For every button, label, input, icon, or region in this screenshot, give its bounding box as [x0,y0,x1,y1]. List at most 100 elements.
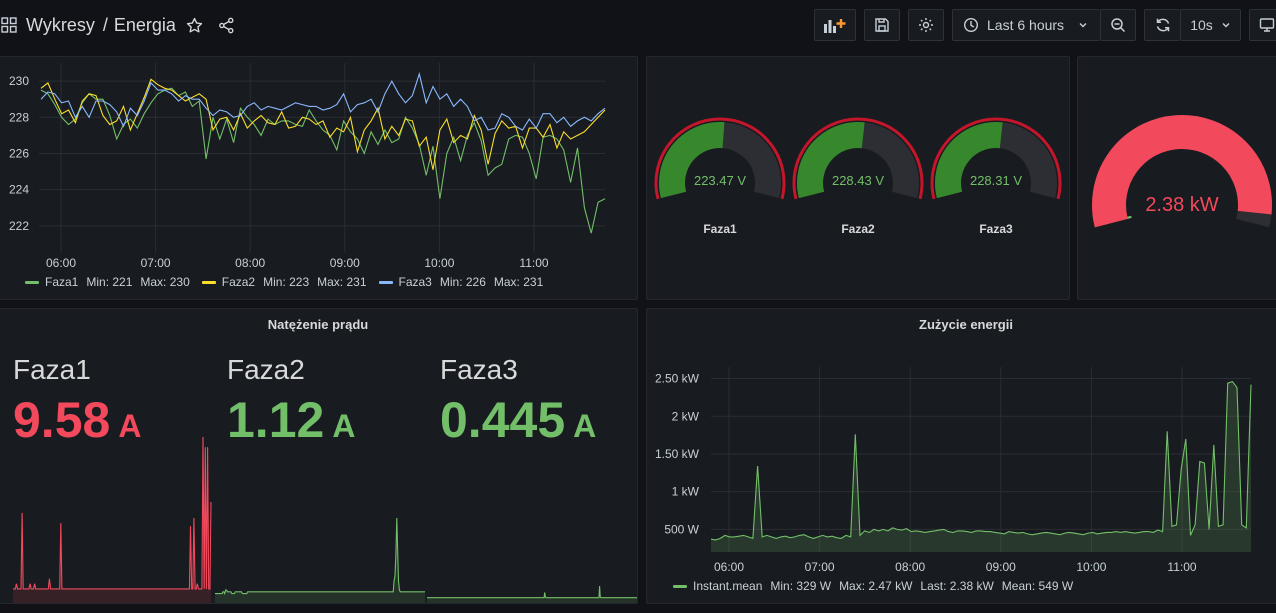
cycle-view-mode-button[interactable] [1249,9,1276,41]
x-tick-label: 07:00 [141,256,171,270]
x-tick-label: 11:00 [519,256,548,270]
legend-series-name[interactable]: Instant.mean [693,579,763,593]
gauge-threshold-arc [792,117,924,200]
stat-value-faza2: 1.12 A [227,391,355,449]
stat-number: 0.445 [440,392,566,448]
x-tick-label: 06:00 [46,256,76,270]
energy-chart: 2.50 kW 2 kW 1.50 kW 1 kW 500 W 06:00 07:00 08:… [655,367,1252,574]
x-tick-label: 09:00 [330,256,360,270]
breadcrumb: Wykresy / Energia [0,12,236,38]
x-tick-label: 08:00 [235,256,265,270]
y-tick-label: 230 [9,74,29,88]
panel-title[interactable]: Natężenie prądu [267,317,369,332]
y-tick-label: 2 kW [672,409,700,423]
sparkline-faza1 [13,436,212,590]
star-icon[interactable] [186,16,204,34]
top-navbar: Wykresy / Energia Last 6 hours [0,0,1276,52]
refresh-button[interactable] [1144,9,1180,41]
sparkline-area-faza1 [13,437,211,603]
legend-series-name[interactable]: Faza2 [221,275,256,289]
y-tick-label: 228 [9,110,29,124]
x-tick-label: 11:00 [1167,560,1196,574]
y-tick-label: 222 [9,219,29,233]
legend-mean: Mean: 549 W [1001,579,1074,593]
gauge-value-faza1: 223.47 V [694,173,746,188]
legend-max: Max: 231 [493,275,544,289]
dashboard-grid-icon[interactable] [0,16,18,34]
y-tick-label: 2.50 kW [655,372,700,386]
legend-swatch [378,280,393,284]
x-tick-label: 10:00 [1076,560,1106,574]
refresh-icon [1155,17,1171,33]
dashboard-title[interactable]: Energia [113,14,176,35]
stat-name-faza2: Faza2 [227,354,305,385]
legend-series-name[interactable]: Faza1 [45,275,79,289]
gauge-value-arc [1092,115,1272,228]
y-tick-label: 500 W [664,522,699,536]
series-line [710,380,1252,541]
series-line-faza1 [40,87,606,234]
gauge-label-faza1: Faza1 [703,222,737,236]
gauge-label-faza3: Faza3 [979,222,1013,236]
zoom-out-button[interactable] [1100,9,1136,41]
breadcrumb-folder[interactable]: Wykresy [26,14,95,35]
x-tick-label: 06:00 [714,560,744,574]
energy-legend: Instant.mean Min: 329 W Max: 2.47 kW Las… [673,579,1073,593]
legend-min: Min: 329 W [770,579,832,593]
power-gauge-value: 2.38 kW [1145,194,1218,216]
legend-max: Max: 230 [140,275,190,289]
series-line-faza3 [40,71,606,131]
dashboard-settings-button[interactable] [908,9,944,41]
x-tick-label: 09:00 [986,560,1016,574]
legend-max: Max: 2.47 kW [839,579,913,593]
time-range-label: Last 6 hours [987,17,1065,33]
time-range-picker[interactable]: Last 6 hours [952,9,1100,41]
legend-min: Min: 226 [439,275,486,289]
gauge-threshold-marker [1127,215,1132,219]
gear-icon [918,17,934,33]
stat-number: 9.58 [13,392,111,448]
stat-unit: A [118,408,142,444]
add-panel-button[interactable] [814,9,856,41]
current-sparklines [13,436,637,603]
stat-unit: A [573,408,597,444]
gauge-value-arc [935,122,1003,199]
gauge-value-faza3: 228.31 V [970,173,1022,188]
sparkline-faza3 [427,585,637,599]
stat-name-faza3: Faza3 [440,354,518,385]
legend-series-name[interactable]: Faza3 [398,275,432,289]
y-tick-label: 1.50 kW [655,447,700,461]
gauge-threshold-arc [930,117,1062,200]
power-gauge-panel: 2.38 kW [1077,56,1276,300]
series-line-faza2 [40,78,606,170]
chevron-down-icon [1221,20,1231,30]
y-tick-label: 1 kW [672,485,700,499]
refresh-interval-picker[interactable]: 10s [1180,9,1241,41]
panel-title[interactable]: Zużycie energii [919,317,1013,332]
voltage-gauges-panel: 223.47 V 228.43 V 228.31 V Faza1 Faza2 Faz… [646,56,1070,300]
current-panel: Natężenie prądu Faza1 9.58 A Faza2 1.12 A … [0,308,638,604]
gauges-svg: 223.47 V 228.43 V 228.31 V [654,117,1062,200]
legend-swatch [201,280,216,284]
x-tick-label: 10:00 [424,256,454,270]
stat-name-faza1: Faza1 [13,354,91,385]
legend-max: Max: 231 [317,275,367,289]
save-dashboard-button[interactable] [864,9,900,41]
sparkline-faza2 [215,517,425,596]
y-tick-label: 226 [9,146,29,160]
refresh-interval-label: 10s [1190,17,1213,33]
stat-value-faza1: 9.58 A [13,391,141,449]
y-tick-label: 224 [9,183,29,197]
sparkline-area-faza3 [427,586,637,603]
clock-icon [963,17,979,33]
legend-min: Min: 223 [263,275,310,289]
series-area [711,381,1251,552]
share-icon[interactable] [218,16,236,34]
zoom-out-icon [1110,17,1126,33]
gauge-value-faza2: 228.43 V [832,173,884,188]
voltage-legend: Faza1 Min: 221 Max: 230 Faza2 Min: 223 Max: 2… [25,275,543,289]
chevron-down-icon [1078,20,1088,30]
power-gauge: 2.38 kW [1092,115,1272,228]
voltage-chart: 230 228 226 224 222 06:00 07:00 08:00 09:00 10:00… [9,63,606,270]
gauge-threshold-arc [654,117,786,200]
